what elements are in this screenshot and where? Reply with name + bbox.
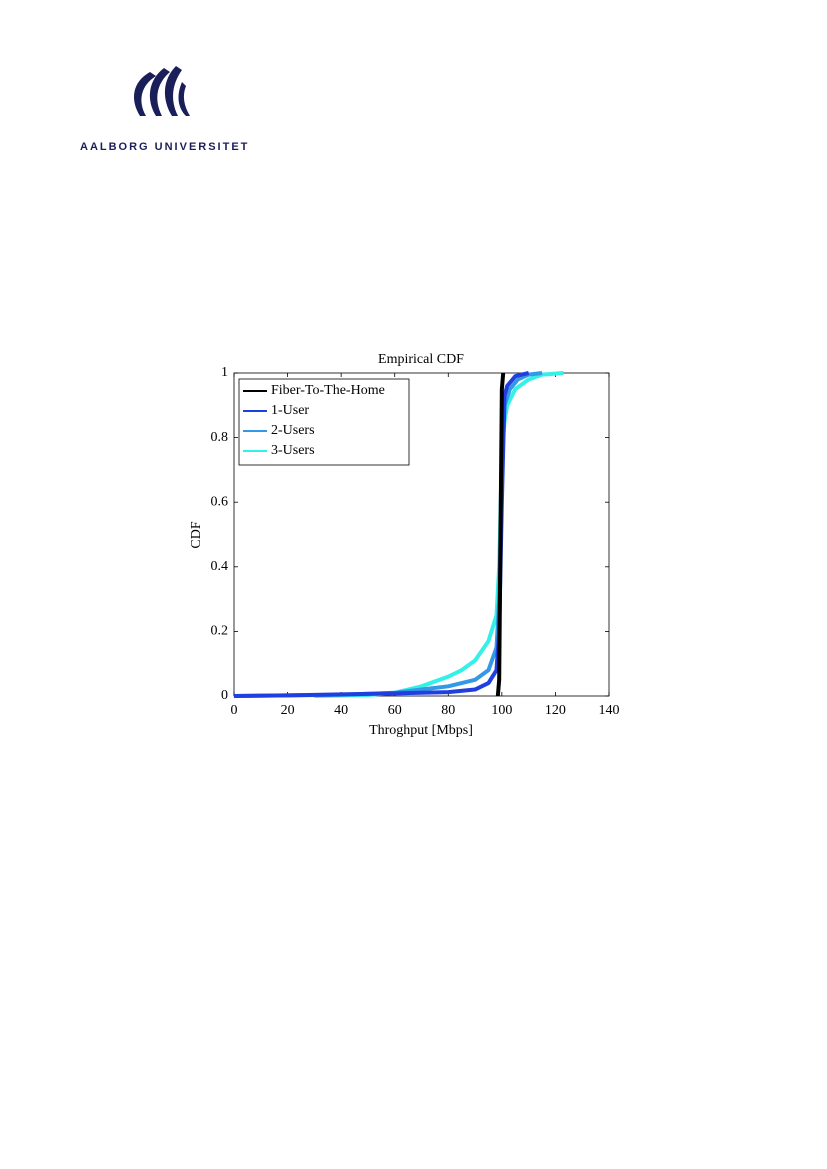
legend-label: 2-Users <box>271 423 315 438</box>
legend-label: Fiber-To-The-Home <box>271 383 385 398</box>
legend-label: 3-Users <box>271 443 315 458</box>
y-tick-label: 1 <box>221 365 228 380</box>
y-axis-label: CDF <box>189 521 204 548</box>
y-tick-label: 0.8 <box>211 430 229 445</box>
institution-name: AALBORG UNIVERSITET <box>80 141 249 153</box>
y-tick-label: 0.6 <box>211 494 229 509</box>
y-tick-label: 0.4 <box>211 559 229 574</box>
series-line <box>233 371 530 698</box>
x-tick-label: 100 <box>491 703 512 718</box>
logo <box>134 66 190 116</box>
x-tick-label: 120 <box>545 703 566 718</box>
x-tick-label: 20 <box>281 703 295 718</box>
x-tick-label: 140 <box>599 703 620 718</box>
x-tick-label: 0 <box>231 703 238 718</box>
legend-label: 1-User <box>271 403 309 418</box>
y-tick-label: 0 <box>221 688 228 703</box>
legend-box <box>238 378 410 466</box>
chart-title: Empirical CDF <box>378 352 464 367</box>
x-tick-label: 60 <box>388 703 402 718</box>
x-tick-label: 80 <box>441 703 455 718</box>
x-tick-label: 40 <box>334 703 348 718</box>
series-line <box>495 372 506 697</box>
x-axis-label: Throghput [Mbps] <box>369 723 473 738</box>
y-tick-label: 0.2 <box>211 624 229 639</box>
